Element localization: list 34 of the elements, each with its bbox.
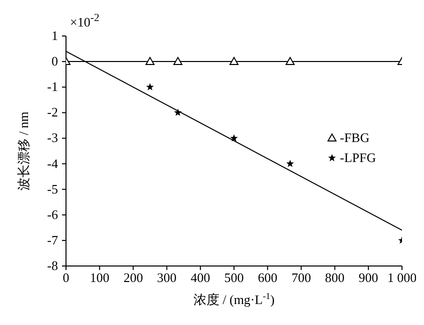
y-tick-label: 0 xyxy=(52,54,58,69)
point xyxy=(173,57,182,66)
point xyxy=(146,83,154,90)
y-tick-label: -3 xyxy=(47,130,58,146)
y-tick-label: -4 xyxy=(47,156,58,171)
point xyxy=(286,160,294,168)
point xyxy=(230,57,238,66)
x-axis-title: 浓度 / (mg·L$^{-1}$) xyxy=(193,291,275,307)
legend-label: -LPFG xyxy=(340,149,376,167)
x-tick-label: 700 xyxy=(291,270,311,285)
point xyxy=(230,134,238,142)
legend-label: -FBG xyxy=(340,129,370,147)
x-tick-label: 800 xyxy=(325,270,345,285)
text: ×10$^{-2}$ xyxy=(70,12,100,30)
x-tick-label: 0 xyxy=(62,270,70,285)
y-tick-label: -8 xyxy=(47,258,58,273)
x-tick-label: 200 xyxy=(123,270,143,285)
y-tick-label: 1 xyxy=(52,28,58,43)
point xyxy=(286,57,295,66)
point xyxy=(174,108,182,116)
y-tick-label: -1 xyxy=(47,79,58,94)
x-tick-label: 900 xyxy=(358,270,378,285)
y-tick-label: -5 xyxy=(47,181,58,196)
x-tick-label: 100 xyxy=(90,270,110,285)
x-tick-label: 600 xyxy=(258,270,278,285)
x-tick-label: 300 xyxy=(157,270,177,285)
x-tick-label: 500 xyxy=(224,270,244,285)
x-tick-label: 400 xyxy=(190,270,210,285)
y-tick-label: -6 xyxy=(47,206,58,222)
y-tick-label: -7 xyxy=(47,232,58,248)
x-tick-label: 1 000 xyxy=(387,270,417,285)
y-axis-title: 波长漂移 / nm xyxy=(16,112,31,190)
point xyxy=(146,57,154,66)
y-tick-label: -2 xyxy=(47,104,58,120)
